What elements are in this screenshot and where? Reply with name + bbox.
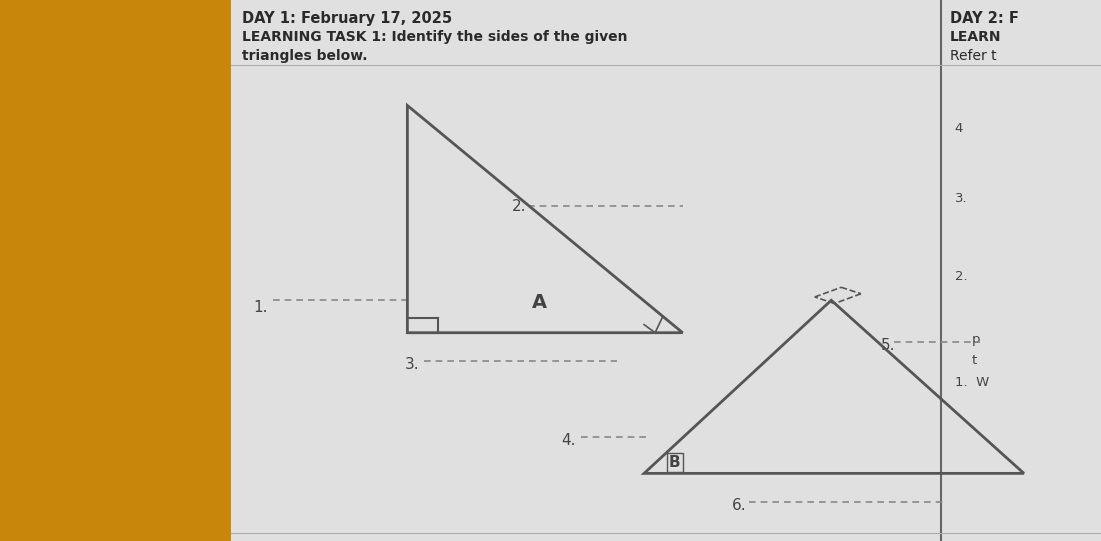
Bar: [231, 0, 1101, 541]
Text: 6.: 6.: [732, 498, 746, 513]
Text: 1.  W: 1. W: [955, 376, 989, 389]
Text: 4.: 4.: [562, 433, 576, 448]
Text: triangles below.: triangles below.: [242, 49, 368, 63]
Text: 1.: 1.: [253, 300, 268, 315]
Text: A: A: [532, 293, 547, 313]
Text: 5.: 5.: [881, 338, 895, 353]
Text: DAY 1: February 17, 2025: DAY 1: February 17, 2025: [242, 11, 453, 26]
Text: 2.: 2.: [512, 199, 526, 214]
Text: p: p: [955, 333, 980, 346]
Text: 3.: 3.: [955, 192, 967, 205]
Text: 4: 4: [955, 122, 963, 135]
Text: DAY 2: F: DAY 2: F: [950, 11, 1020, 26]
Text: 3.: 3.: [405, 357, 419, 372]
Text: LEARN: LEARN: [950, 30, 1002, 44]
Text: 2.: 2.: [955, 270, 967, 283]
Text: t: t: [955, 354, 977, 367]
Text: LEARNING TASK 1: Identify the sides of the given: LEARNING TASK 1: Identify the sides of t…: [242, 30, 628, 44]
Text: B: B: [669, 455, 680, 470]
Text: Refer t: Refer t: [950, 49, 996, 63]
